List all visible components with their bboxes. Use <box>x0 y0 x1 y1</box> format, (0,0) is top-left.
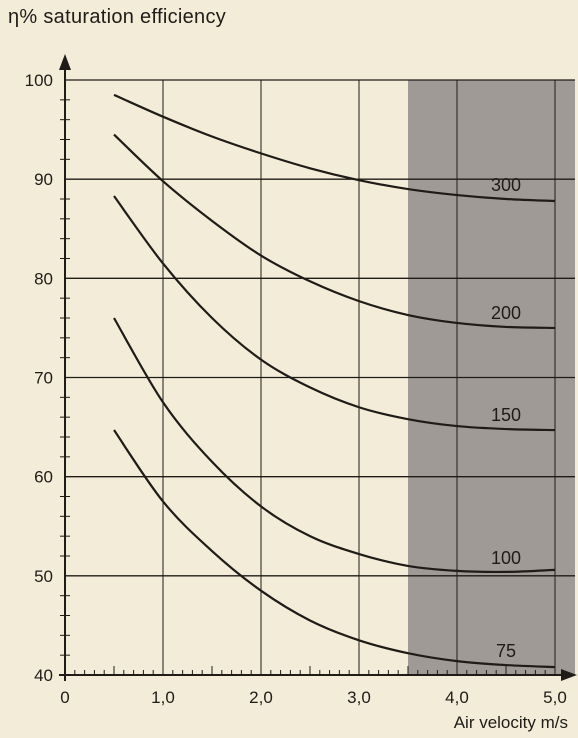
series-label-150: 150 <box>491 405 521 425</box>
x-axis-label: Air velocity m/s <box>454 713 568 732</box>
axes-layer <box>59 54 577 681</box>
x-tick-label: 4,0 <box>445 688 469 707</box>
series-line-150 <box>113 195 556 432</box>
series-label-200: 200 <box>491 303 521 323</box>
y-tick-label: 90 <box>34 170 53 189</box>
y-tick-label: 100 <box>25 71 53 90</box>
y-tick-label: 50 <box>34 567 53 586</box>
y-tick-label: 80 <box>34 269 53 288</box>
series-label-75: 75 <box>496 641 516 661</box>
series-line-75 <box>113 429 556 669</box>
minor-ticks-layer <box>60 99 546 675</box>
x-tick-label: 5,0 <box>543 688 567 707</box>
series-line-200 <box>113 133 556 330</box>
y-tick-label: 60 <box>34 468 53 487</box>
x-tick-label: 2,0 <box>249 688 273 707</box>
x-tick-label: 3,0 <box>347 688 371 707</box>
series-label-300: 300 <box>491 175 521 195</box>
series-line-300 <box>113 93 556 203</box>
x-tick-label: 1,0 <box>151 688 175 707</box>
labels-layer: 40 50 60 70 80 90 100 0 1,0 2,0 3,0 4,0 5,0 300 200 150… <box>25 71 567 707</box>
series-line-100 <box>113 317 556 574</box>
y-axis-arrow <box>59 54 71 70</box>
x-tick-label: 0 <box>60 688 69 707</box>
chart-title: η% saturation efficiency <box>8 6 227 28</box>
series-label-100: 100 <box>491 548 521 568</box>
series-layer <box>113 93 556 669</box>
y-tick-label: 70 <box>34 369 53 388</box>
y-tick-label: 40 <box>34 666 53 685</box>
x-axis-arrow <box>561 669 577 681</box>
